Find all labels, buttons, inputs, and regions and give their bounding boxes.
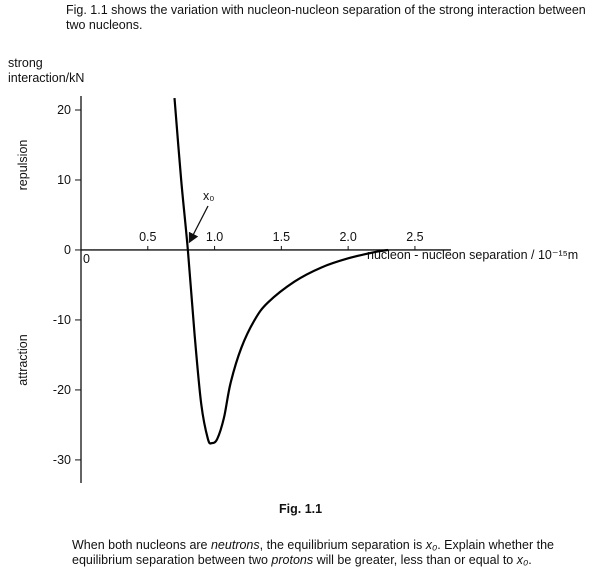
y-tick-label: 0 [64, 243, 71, 257]
intro: Fig. 1.1 shows the variation with nucleo… [66, 3, 586, 32]
question: When both nucleons are neutrons, the equ… [72, 538, 588, 568]
y-tick-label: -20 [53, 383, 71, 397]
question-part: . Explain whether the equilibrium separa… [72, 538, 554, 567]
annotation: x₀ [203, 189, 214, 203]
question-part: , the equilibrium separation is [259, 538, 426, 552]
question-part: neutrons [210, 538, 260, 552]
x-tick-label: 0.5 [139, 230, 156, 244]
x-axis-label: nucleon - nucleon separation / 10⁻¹⁵m [367, 248, 578, 262]
lower-label: attraction [16, 334, 30, 385]
x-tick-label: 1.0 [206, 230, 223, 244]
y-tick-label: -10 [53, 313, 71, 327]
curve [173, 98, 389, 445]
annotation-arrow [188, 205, 209, 244]
x-tick-label: 2.0 [339, 230, 356, 244]
upper-label: repulsion [16, 140, 30, 191]
x-tick-label: 0 [83, 252, 90, 266]
question-part: . [528, 553, 532, 567]
question-part: x₀ [425, 538, 438, 552]
question-part: protons [271, 553, 314, 567]
y-tick-label: 10 [57, 173, 71, 187]
question-part: When both nucleons are [72, 538, 211, 552]
y-tick-label: -30 [53, 453, 71, 467]
question-part: x₀ [516, 553, 529, 567]
caption: Fig. 1.1 [279, 502, 323, 516]
y-axis-label: strong interaction/kN [8, 56, 84, 85]
x-tick-label: 2.5 [406, 230, 423, 244]
y-tick-label: 20 [57, 103, 71, 117]
question-part: will be greater, less than or equal to [313, 553, 517, 567]
x-tick-label: 1.5 [273, 230, 290, 244]
